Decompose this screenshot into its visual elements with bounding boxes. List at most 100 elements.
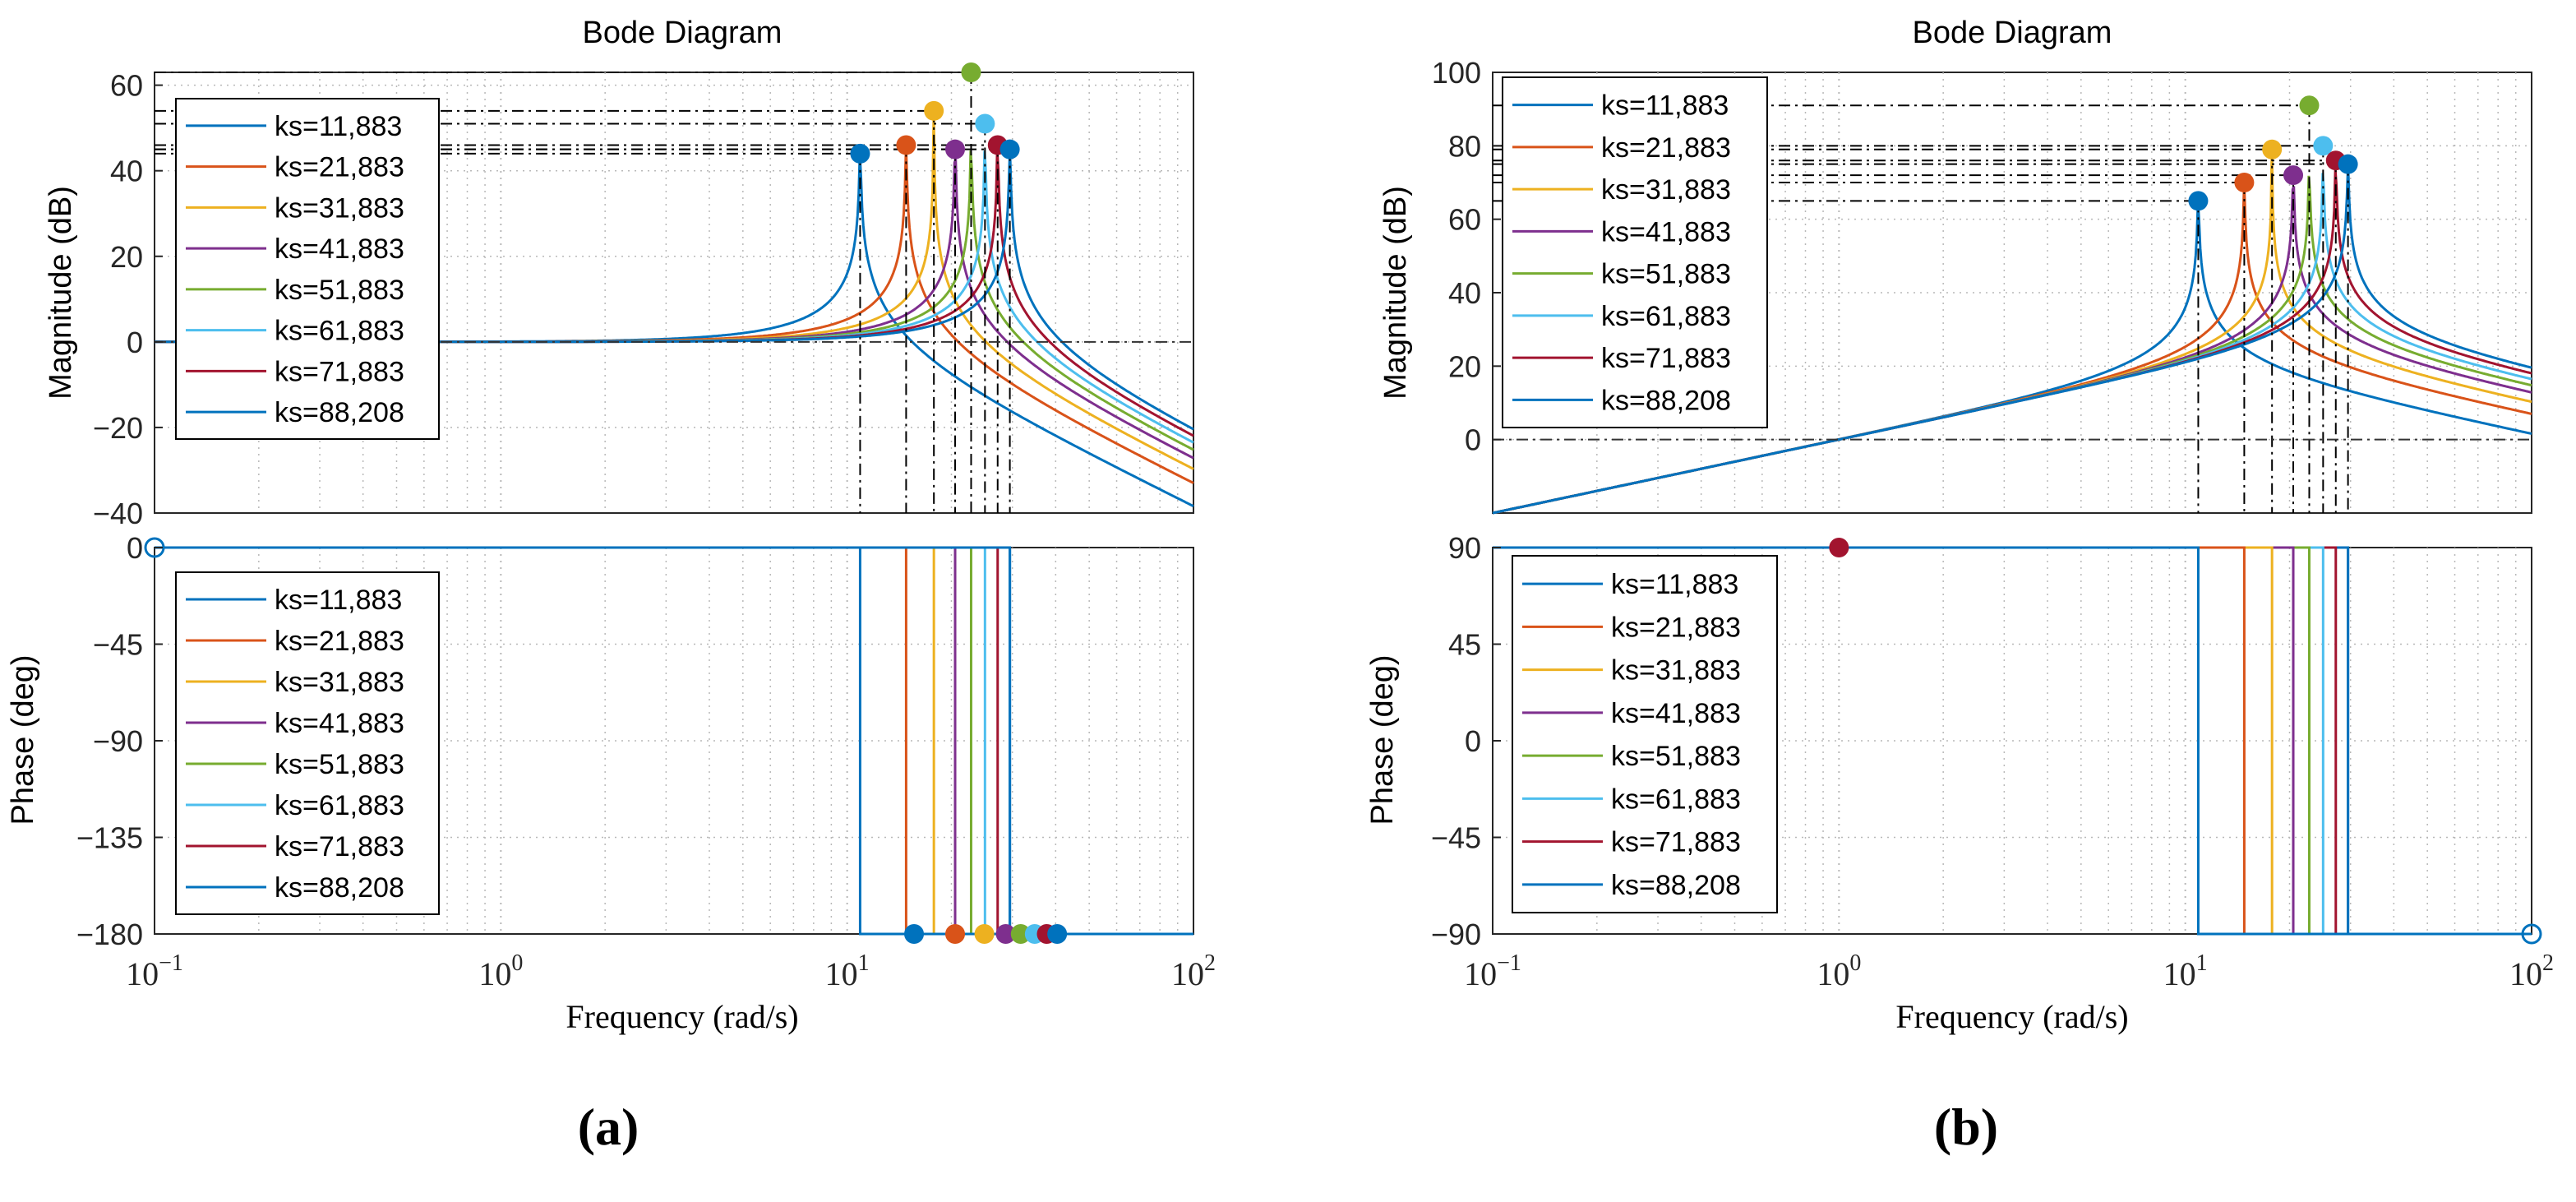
panel-b-xtick-base: 10 <box>2163 955 2196 992</box>
panel-b-phase-legend-label: ks=61,883 <box>1611 784 1741 815</box>
panel-b-xtick-exponent: 2 <box>2542 950 2554 976</box>
panel-a-magnitude-ylabel: Magnitude (dB) <box>44 186 78 400</box>
caption-b: (b) <box>1934 1098 1998 1156</box>
panel-a-magnitude-ytick-label: −20 <box>93 411 143 445</box>
panel-a-phase-ytick-label: 0 <box>127 531 143 565</box>
panel-b-peak-marker-4 <box>2283 165 2304 186</box>
panel-a-xtick-exponent: 1 <box>858 950 870 976</box>
panel-a-peak-marker-2 <box>896 135 916 155</box>
panel-a-magnitude-ytick-label: 0 <box>127 326 143 359</box>
panel-b-phase-ytick-label: −90 <box>1431 918 1481 951</box>
panel-a-phase-ylabel: Phase (deg) <box>6 654 40 825</box>
panel-b-magnitude-ytick-label: 60 <box>1448 203 1481 237</box>
panel-a-peak-markers <box>850 62 1020 164</box>
panel-a-peak-marker-4 <box>945 139 966 159</box>
panel-b-phase-marker-1 <box>1829 538 1849 557</box>
panel-b-phase-legend-label: ks=71,883 <box>1611 827 1741 858</box>
panel-a-phase-legend-label: ks=51,883 <box>275 749 404 780</box>
panel-b-phase-legend-label: ks=31,883 <box>1611 655 1741 687</box>
panel-b-phase-curves <box>1493 546 2532 936</box>
panel-b-xtick-base: 10 <box>2509 955 2542 992</box>
panel-a-magnitude-legend-label: ks=51,883 <box>275 275 404 306</box>
panel-a-xtick-label: 101 <box>825 950 870 992</box>
panel-b-magnitude-legend-label: ks=41,883 <box>1601 216 1731 247</box>
panel-b-peak-marker-3 <box>2262 139 2283 159</box>
panel-b-magnitude-legend-label: ks=71,883 <box>1601 343 1731 374</box>
panel-b-xtick-base: 10 <box>1817 955 1849 992</box>
panel-a-phase-legend-label: ks=41,883 <box>275 708 404 739</box>
panel-a-xtick-exponent: −1 <box>159 950 183 976</box>
panel-a-phase-marker-5 <box>1010 924 1031 944</box>
panel-a-magnitude-ytick-label: 60 <box>110 69 143 103</box>
panel-b-xtick-exponent: 1 <box>2196 950 2208 976</box>
panel-a-phase-ytick-label: −180 <box>76 918 143 951</box>
panel-b-peak-markers <box>2188 95 2358 211</box>
panel-a-magnitude-legend-label: ks=41,883 <box>275 233 404 265</box>
panel-b-phase-ytick-label: −45 <box>1431 821 1481 855</box>
panel-a-xtick-base: 10 <box>825 955 858 992</box>
panel-b-phase-legend-label: ks=88,208 <box>1611 870 1741 901</box>
panel-a-magnitude-legend-label: ks=61,883 <box>275 316 404 347</box>
panel-b-magnitude-ytick-label: 20 <box>1448 349 1481 383</box>
panel-a-phase-marker-8 <box>1047 924 1068 944</box>
panel-b-phase-markers <box>1829 538 2542 945</box>
panel-b-magnitude-line-8 <box>1492 164 2532 515</box>
panel-b-phase-ylabel: Phase (deg) <box>1365 654 1400 825</box>
panel-b-phase-legend-label: ks=21,883 <box>1611 612 1741 643</box>
panel-a-peak-marker-5 <box>961 62 981 82</box>
panel-a-phase-open-marker <box>144 537 165 558</box>
panel-b-magnitude-ytick-label: 80 <box>1448 129 1481 163</box>
panel-a-xtick-base: 10 <box>126 955 159 992</box>
panel-a-phase-marker-3 <box>974 924 995 944</box>
panel-b-magnitude-legend-label: ks=61,883 <box>1601 301 1731 332</box>
panel-a-phase-legend-label: ks=21,883 <box>275 626 404 657</box>
panel-b-xtick-label: 100 <box>1817 950 1861 992</box>
panel-a-phase-legend-label: ks=31,883 <box>275 667 404 698</box>
panel-b-phase-ytick-label: 45 <box>1448 628 1481 662</box>
panel-a-phase-ytick-label: −45 <box>93 628 143 662</box>
panel-a-xtick-base: 10 <box>478 955 511 992</box>
panel-a-magnitude-ytick-label: 20 <box>110 240 143 274</box>
panel-a-peak-marker-8 <box>999 139 1020 159</box>
panel-b-phase-legend: ks=11,883 ks=21,883 ks=31,883 ks=41,883 ks=5… <box>1512 555 1778 913</box>
panel-a-magnitude-legend-box <box>175 98 440 440</box>
panel-b-phase-legend-label: ks=51,883 <box>1611 741 1741 772</box>
panel-a-xtick-label: 10−1 <box>126 950 183 992</box>
panel-b-peak-marker-5 <box>2299 95 2320 116</box>
panel-a-phase-legend-label: ks=88,208 <box>275 872 404 904</box>
panel-a-magnitude-legend-label: ks=21,883 <box>275 152 404 183</box>
panel-b-phase-ytick-label: 0 <box>1465 724 1481 758</box>
panel-a-magnitude-ytick-label: −40 <box>93 497 143 530</box>
panel-b-xtick-exponent: −1 <box>1497 950 1521 976</box>
panel-b-phase-legend-label: ks=41,883 <box>1611 698 1741 729</box>
panel-b-magnitude-legend-label: ks=31,883 <box>1601 174 1731 206</box>
panel-b-magnitude-legend-label: ks=11,883 <box>1601 90 1729 122</box>
panel-b-peak-marker-8 <box>2338 154 2358 174</box>
panel-b-xtick-exponent: 0 <box>1849 950 1861 976</box>
panel-b-xtick-base: 10 <box>1464 955 1497 992</box>
panel-a-bode-diagram: Bode Diagram6040200−20−400−45−90−135−180… <box>6 16 1216 1035</box>
panel-a-title: Bode Diagram <box>583 16 782 50</box>
panel-a-peak-marker-3 <box>924 100 944 121</box>
panel-b-magnitude-ytick-label: 40 <box>1448 276 1481 310</box>
panel-a-magnitude-legend-label: ks=88,208 <box>275 397 404 428</box>
panel-a-magnitude-legend-label: ks=71,883 <box>275 356 404 387</box>
panel-a-xtick-exponent: 2 <box>1204 950 1216 976</box>
panel-b-magnitude-ylabel: Magnitude (dB) <box>1378 186 1413 400</box>
panel-a-phase-legend-label: ks=71,883 <box>275 831 404 862</box>
panel-a-magnitude-ytick-label: 40 <box>110 155 143 188</box>
panel-a-peak-marker-1 <box>850 143 870 164</box>
panel-b-xtick-label: 102 <box>2509 950 2554 992</box>
panel-b-phase-legend-label: ks=11,883 <box>1611 569 1738 600</box>
panel-a-phase-ytick-label: −90 <box>93 724 143 758</box>
panel-b-magnitude-legend-label: ks=21,883 <box>1601 132 1731 164</box>
panel-b-xtick-label: 101 <box>2163 950 2208 992</box>
panel-b-magnitude-legend: ks=11,883 ks=21,883 ks=31,883 ks=41,883 ks=5… <box>1502 76 1768 428</box>
panel-b-peak-marker-2 <box>2234 173 2255 192</box>
panel-a-xtick-label: 102 <box>1171 950 1216 992</box>
panel-a-magnitude-legend-label: ks=31,883 <box>275 192 404 224</box>
